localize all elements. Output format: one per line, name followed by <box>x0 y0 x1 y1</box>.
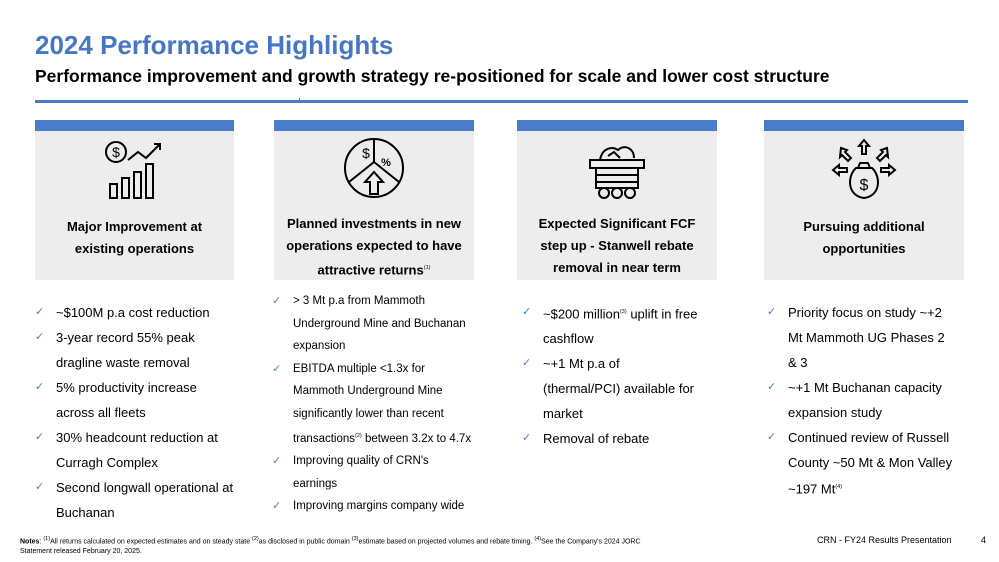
money-growth-chart-icon: $ <box>104 141 161 199</box>
card-accent-bar <box>764 120 964 131</box>
page-title: 2024 Performance Highlights <box>35 30 394 60</box>
check-icon: ✓ <box>767 431 777 443</box>
check-icon: ✓ <box>272 295 282 307</box>
card-accent-bar <box>517 120 717 131</box>
card-title: Pursuing additional opportunities <box>803 219 925 256</box>
presentation-footer: CRN - FY24 Results Presentation <box>817 535 952 545</box>
check-icon: ✓ <box>35 431 45 443</box>
list-item: ✓ Priority focus on study ~+2 Mt Mammoth U… <box>767 300 952 375</box>
check-icon: ✓ <box>767 381 777 393</box>
bullet-list-fcf-step-up: ✓ ~$200 million(3) uplift in free cashflow… <box>522 300 698 451</box>
list-item: ✓ ~$100M p.a cost reduction <box>35 300 233 325</box>
check-icon: ✓ <box>767 306 777 318</box>
list-item: ✓ 5% productivity increase across all flee… <box>35 375 233 425</box>
card-additional-opportunities: $ Pursuing additional opportunities <box>764 120 964 280</box>
list-item: ✓ ~$200 million(3) uplift in free cashflow <box>522 300 698 351</box>
list-item: ✓ Improving quality of CRN's earnings <box>272 450 471 495</box>
card-planned-investments: $ % Planned investments in new operation… <box>274 120 474 280</box>
card-title: Planned investments in new operations ex… <box>286 216 462 278</box>
check-icon: ✓ <box>522 357 532 370</box>
page-number: 4 <box>981 535 987 545</box>
check-icon: ✓ <box>522 306 532 318</box>
list-item: ✓ ~+1 Mt Buchanan capacity expansion study <box>767 375 952 425</box>
list-item: ✓ EBITDA multiple <1.3x for Mammoth Underg… <box>272 358 471 451</box>
list-item: ✓ > 3 Mt p.a from Mammoth Underground Mine… <box>272 290 471 358</box>
header-divider <box>35 100 968 103</box>
check-icon: ✓ <box>35 306 45 318</box>
card-fcf-step-up: Expected Significant FCF step up - Stanw… <box>517 120 717 280</box>
mine-cart-icon <box>589 146 645 199</box>
card-accent-bar <box>274 120 474 131</box>
footnotes: Notes: (1)All returns calculated on expe… <box>20 536 641 555</box>
check-icon: ✓ <box>35 331 45 343</box>
list-item: ✓ Removal of rebate <box>522 426 698 451</box>
divider-tick <box>299 98 300 101</box>
svg-text:$: $ <box>860 177 869 194</box>
card-major-improvement: $ Major Improvement at existing operatio… <box>35 120 234 280</box>
svg-text:$: $ <box>112 144 120 160</box>
list-item: ✓ ~+1 Mt p.a of (thermal/PCI) available fo… <box>522 351 698 426</box>
svg-text:$: $ <box>362 145 370 161</box>
card-accent-bar <box>35 120 234 131</box>
check-icon: ✓ <box>272 455 282 468</box>
bullet-list-planned-investments: ✓ > 3 Mt p.a from Mammoth Underground Mine… <box>272 290 471 518</box>
check-icon: ✓ <box>35 481 45 493</box>
money-bag-arrows-icon: $ <box>831 138 897 200</box>
investment-pie-arrow-icon: $ % <box>344 138 404 198</box>
list-item: ✓ Continued review of Russell County ~50 M… <box>767 425 952 501</box>
svg-text:%: % <box>381 157 391 169</box>
card-title: Major Improvement at existing operations <box>66 219 203 256</box>
card-title: Expected Significant FCF step up - Stanw… <box>538 216 696 275</box>
check-icon: ✓ <box>522 432 532 445</box>
check-icon: ✓ <box>272 500 282 513</box>
check-icon: ✓ <box>272 362 282 375</box>
list-item: ✓ Improving margins company wide <box>272 495 471 518</box>
list-item: ✓ 30% headcount reduction at Curragh Compl… <box>35 425 233 475</box>
check-icon: ✓ <box>35 381 45 393</box>
page-subtitle: Performance improvement and growth strat… <box>35 66 830 86</box>
list-item: ✓ Second longwall operational at Buchanan <box>35 475 233 525</box>
bullet-list-additional-opportunities: ✓ Priority focus on study ~+2 Mt Mammoth U… <box>767 300 952 501</box>
bullet-list-major-improvement: ✓ ~$100M p.a cost reduction ✓ 3-year recor… <box>35 300 233 525</box>
list-item: ✓ 3-year record 55% peak dragline waste re… <box>35 325 233 375</box>
